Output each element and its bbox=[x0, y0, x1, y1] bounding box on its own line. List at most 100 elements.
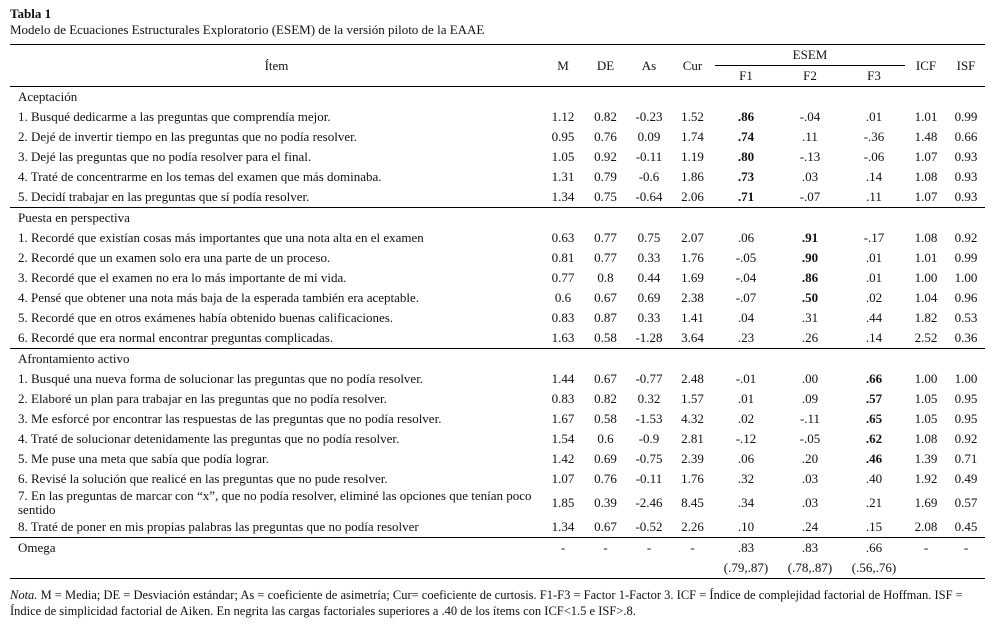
header-cell: ESEM bbox=[715, 44, 906, 66]
cell: .40 bbox=[865, 471, 883, 486]
table-title: Modelo de Ecuaciones Estructurales Explo… bbox=[10, 22, 485, 37]
cell: 1.05 bbox=[551, 149, 575, 164]
cell: 0.6 bbox=[597, 431, 614, 446]
cell: (.56,.76) bbox=[843, 558, 906, 579]
cell: 0.82 bbox=[594, 391, 617, 406]
cell: -0.11 bbox=[635, 149, 663, 164]
table-body: Aceptación 1. Busqué dedicarme a las preg… bbox=[10, 86, 986, 579]
cell: .23 bbox=[737, 330, 755, 345]
note: Nota. M = Media; DE = Desviación estánda… bbox=[10, 587, 985, 619]
bold-loading: .57 bbox=[865, 391, 883, 406]
header-cell: F2 bbox=[777, 65, 843, 87]
cell: .24 bbox=[801, 519, 819, 534]
interval-row: (.79,.87) (.78,.87) (.56,.76) bbox=[10, 558, 986, 579]
cell: 1.01 bbox=[914, 109, 938, 124]
cell: Omega bbox=[10, 537, 543, 558]
header-cell: M bbox=[543, 44, 583, 87]
cell: .01 bbox=[737, 391, 755, 406]
item-text: 2. Recordé que un examen solo era una pa… bbox=[18, 250, 331, 265]
cell: 1.05 bbox=[914, 411, 938, 426]
cell: .14 bbox=[865, 330, 883, 345]
cell: 0.81 bbox=[551, 250, 575, 265]
cell: 0.71 bbox=[954, 451, 978, 466]
item-row: 7. En las preguntas de marcar con “x”, q… bbox=[10, 489, 985, 517]
cell: 1.44 bbox=[551, 371, 575, 386]
item-row: 8. Traté de poner en mis propias palabra… bbox=[10, 517, 985, 538]
cell: 0.99 bbox=[954, 109, 978, 124]
cell: 1.31 bbox=[551, 169, 575, 184]
bold-loading: .86 bbox=[801, 270, 819, 285]
cell: .04 bbox=[737, 310, 755, 325]
header-cell: F1 bbox=[715, 65, 777, 87]
cell: 0.76 bbox=[594, 471, 617, 486]
cell: -0.6 bbox=[638, 169, 660, 184]
cell: 1.05 bbox=[914, 391, 938, 406]
cell: 0.44 bbox=[637, 270, 661, 285]
cell bbox=[10, 558, 715, 579]
cell: .01 bbox=[865, 250, 883, 265]
cell: 1.34 bbox=[551, 189, 575, 204]
cell: -.36 bbox=[863, 129, 885, 144]
cell: 1.42 bbox=[551, 451, 575, 466]
cell: 1.34 bbox=[551, 519, 575, 534]
cell: .86 bbox=[715, 107, 777, 127]
item-row: 1. Busqué dedicarme a las preguntas que … bbox=[10, 107, 985, 127]
item-row: 5. Me puse una meta que sabía que podía … bbox=[10, 449, 985, 469]
cell: 1.00 bbox=[914, 270, 938, 285]
header-cell: F3 bbox=[843, 65, 906, 87]
cell: 0.69 bbox=[594, 451, 617, 466]
cell: .66 bbox=[843, 537, 906, 558]
cell: 0.53 bbox=[954, 310, 978, 325]
item-row: 3. Me esforcé por encontrar las respuest… bbox=[10, 409, 985, 429]
cell: 1.69 bbox=[681, 270, 704, 285]
header-cell: ISF bbox=[947, 44, 986, 87]
cell: 1.08 bbox=[914, 230, 938, 245]
cell: 1.76 bbox=[681, 471, 704, 486]
cell: 0.75 bbox=[637, 230, 661, 245]
cell: .57 bbox=[843, 389, 905, 409]
item-text: 2. Dejé de invertir tiempo en las pregun… bbox=[18, 129, 357, 144]
cell: - bbox=[543, 537, 583, 558]
item-row: 5. Decidí trabajar en las preguntas que … bbox=[10, 187, 985, 208]
table-label: Tabla 1 bbox=[10, 6, 52, 21]
header-row: F1 F2 F3 bbox=[10, 65, 985, 87]
item-text: 7. En las preguntas de marcar con “x”, q… bbox=[18, 488, 532, 517]
cell: 8.45 bbox=[681, 495, 704, 510]
item-row: 6. Revisé la solución que realicé en las… bbox=[10, 469, 985, 489]
cell: 0.67 bbox=[594, 290, 617, 305]
cell: -1.28 bbox=[635, 330, 663, 345]
cell: 1.52 bbox=[681, 109, 704, 124]
cell: 0.8 bbox=[597, 270, 614, 285]
cell: - bbox=[670, 537, 715, 558]
cell: 1.54 bbox=[551, 431, 575, 446]
cell: 1.48 bbox=[914, 129, 938, 144]
cell: 3.64 bbox=[681, 330, 704, 345]
cell: 1.41 bbox=[681, 310, 704, 325]
cell: 0.58 bbox=[594, 411, 617, 426]
cell: 1.39 bbox=[914, 451, 938, 466]
cell: 0.49 bbox=[954, 471, 978, 486]
cell: 0.87 bbox=[594, 310, 617, 325]
item-text: 1. Busqué una nueva forma de solucionar … bbox=[18, 371, 424, 386]
cell: - bbox=[583, 537, 628, 558]
cell: - bbox=[905, 537, 948, 558]
cell: 0.92 bbox=[594, 149, 617, 164]
cell: -0.64 bbox=[635, 189, 663, 204]
cell: 1.08 bbox=[914, 431, 938, 446]
bold-loading: .65 bbox=[865, 411, 883, 426]
cell: -.05 bbox=[799, 431, 821, 446]
cell: 2.06 bbox=[681, 189, 704, 204]
cell: (.78,.87) bbox=[777, 558, 843, 579]
item-text: 5. Me puse una meta que sabía que podía … bbox=[18, 451, 269, 466]
bold-loading: .91 bbox=[801, 230, 819, 245]
cell: - bbox=[947, 537, 986, 558]
cell: .91 bbox=[777, 228, 843, 248]
cell: .11 bbox=[866, 189, 882, 204]
cell: -.04 bbox=[735, 270, 757, 285]
item-row: 4. Traté de concentrarme en los temas de… bbox=[10, 167, 985, 187]
cell: .20 bbox=[801, 451, 819, 466]
cell: .00 bbox=[801, 371, 819, 386]
cell: .83 bbox=[777, 537, 843, 558]
item-row: 6. Recordé que era normal encontrar preg… bbox=[10, 328, 985, 349]
cell: -.04 bbox=[799, 109, 821, 124]
